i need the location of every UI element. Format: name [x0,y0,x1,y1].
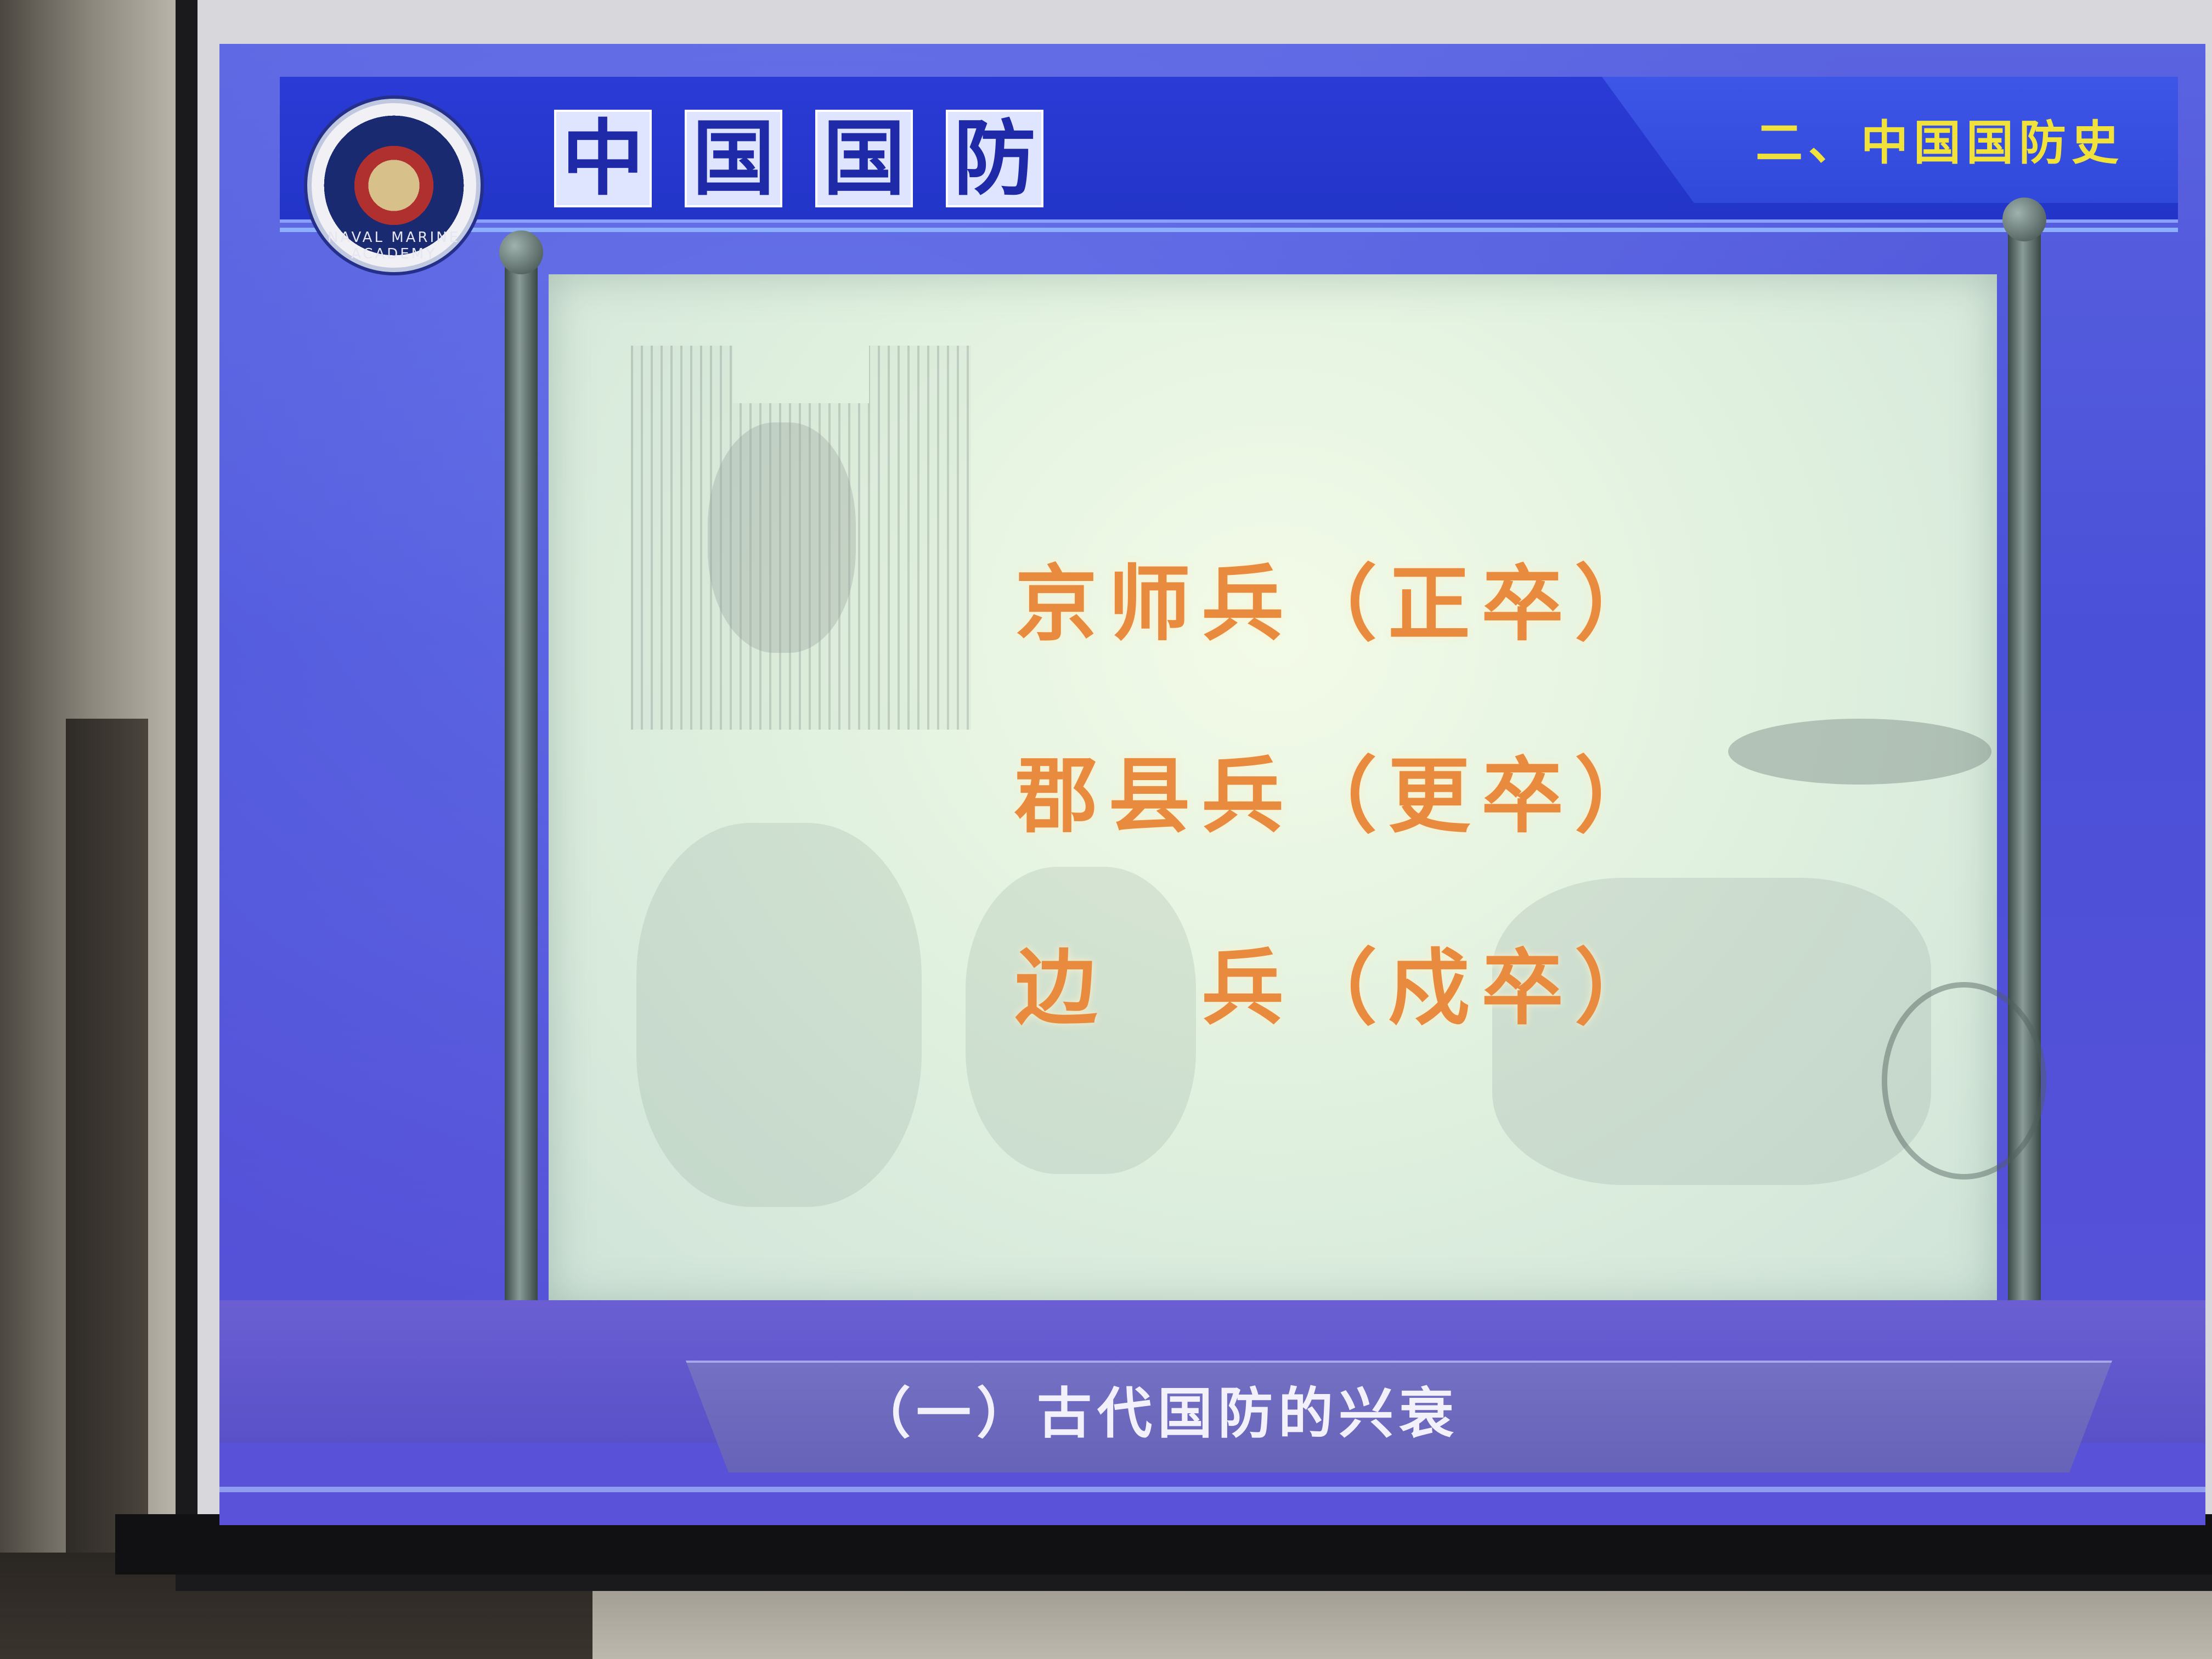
emblem-text: NAVAL MARINE ACADEMY [327,229,461,262]
main-title-char: 国 [815,110,913,207]
footer-title: （一）古代国防的兴衰 [856,1381,1459,1446]
terracotta-warrior-sketch [966,867,1196,1174]
emperor-illustration [631,346,971,730]
scroll-left-knob-top [499,230,543,274]
soldier-type-line: 边 兵（戍卒） [1015,940,1668,1036]
header-right-panel [1602,77,2178,203]
footer-tab [686,1361,2112,1472]
main-title-char: 防 [946,110,1043,207]
scroll-right-rod [2008,214,2041,1339]
main-title-char: 国 [685,110,782,207]
main-title-char: 中 [554,110,652,207]
scroll-left-rod [505,252,538,1344]
main-title: 中 国 国 防 [554,110,1043,219]
footer-divider [219,1487,2205,1492]
scroll-paper: 京师兵（正卒） 郡县兵（更卒） 边 兵（戍卒） [549,274,2046,1306]
presentation-slide: NAVAL MARINE ACADEMY 中 国 国 防 二、中国国防史 京师兵… [219,44,2205,1525]
soldier-type-line: 郡县兵（更卒） [1015,748,1668,844]
wall-panel [66,719,148,1659]
chariot-canopy-sketch [1728,719,1991,785]
soldier-type-line: 京师兵（正卒） [1015,556,1668,652]
chariot-wheel-sketch [1882,982,2046,1180]
horses-sketch [1492,878,1931,1185]
terracotta-warrior-sketch [636,823,922,1207]
scroll-right-knob-top [2002,198,2046,241]
emperor-face [708,422,856,653]
section-label: 二、中国国防史 [1756,115,2124,171]
header-divider [280,228,2178,232]
academy-emblem-icon: NAVAL MARINE ACADEMY [307,99,481,272]
